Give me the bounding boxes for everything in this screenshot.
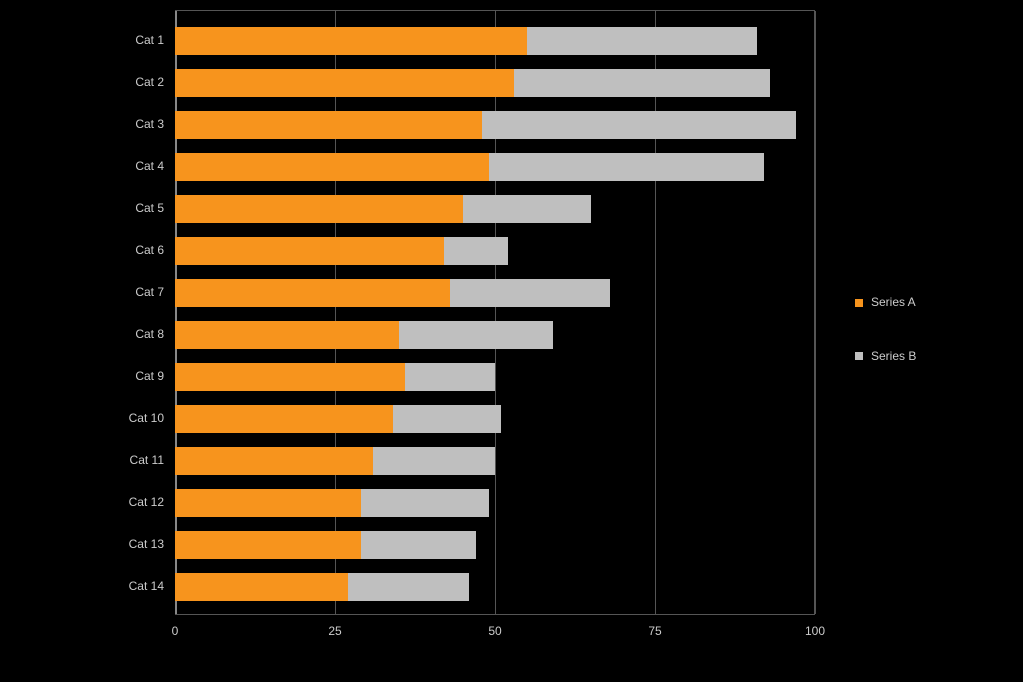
legend-item: Series A <box>855 295 1015 311</box>
bar-segment-series-b <box>405 363 495 391</box>
gridline <box>815 11 816 614</box>
bar-segment-series-b <box>399 321 553 349</box>
plot-area <box>175 10 815 615</box>
bar-segment-series-a <box>175 363 405 391</box>
y-tick-label: Cat 14 <box>4 579 164 593</box>
x-tick-label: 0 <box>172 624 179 638</box>
bar-segment-series-a <box>175 405 393 433</box>
gridline <box>655 11 656 614</box>
y-tick-label: Cat 13 <box>4 537 164 551</box>
y-tick-label: Cat 9 <box>4 369 164 383</box>
bar-segment-series-b <box>489 153 764 181</box>
bar-segment-series-a <box>175 111 482 139</box>
y-tick-label: Cat 1 <box>4 33 164 47</box>
bar-segment-series-b <box>361 489 489 517</box>
x-tick-label: 50 <box>488 624 501 638</box>
chart-container: 0255075100 Cat 1Cat 2Cat 3Cat 4Cat 5Cat … <box>0 0 1023 682</box>
legend-label: Series B <box>871 349 916 365</box>
x-axis: 0255075100 <box>175 620 815 660</box>
y-tick-label: Cat 12 <box>4 495 164 509</box>
x-tick-label: 75 <box>648 624 661 638</box>
y-axis-baseline <box>175 11 177 614</box>
y-tick-label: Cat 7 <box>4 285 164 299</box>
y-tick-label: Cat 10 <box>4 411 164 425</box>
gridline <box>495 11 496 614</box>
bar-segment-series-b <box>348 573 470 601</box>
y-tick-label: Cat 8 <box>4 327 164 341</box>
y-tick-label: Cat 5 <box>4 201 164 215</box>
bar-segment-series-a <box>175 447 373 475</box>
bar-segment-series-b <box>514 69 770 97</box>
bar-segment-series-b <box>373 447 495 475</box>
bar-segment-series-a <box>175 27 527 55</box>
bar-segment-series-a <box>175 195 463 223</box>
bar-segment-series-a <box>175 321 399 349</box>
y-tick-label: Cat 4 <box>4 159 164 173</box>
legend-swatch <box>855 352 863 360</box>
legend-swatch <box>855 299 863 307</box>
bar-segment-series-a <box>175 489 361 517</box>
bar-segment-series-b <box>393 405 502 433</box>
gridline <box>335 11 336 614</box>
y-tick-label: Cat 11 <box>4 453 164 467</box>
bar-segment-series-b <box>444 237 508 265</box>
bar-segment-series-a <box>175 279 450 307</box>
y-axis: Cat 1 Cat 2 Cat 3 Cat 4 Cat 5 Cat 6 Cat 7 Cat 8… <box>0 10 170 615</box>
y-tick-label: Cat 6 <box>4 243 164 257</box>
y-tick-label: Cat 3 <box>4 117 164 131</box>
bar-segment-series-a <box>175 69 514 97</box>
x-tick-label: 100 <box>805 624 825 638</box>
legend-label: Series A <box>871 295 916 311</box>
y-tick-label: Cat 2 <box>4 75 164 89</box>
bar-segment-series-b <box>450 279 610 307</box>
bar-segment-series-a <box>175 237 444 265</box>
bar-segment-series-b <box>361 531 476 559</box>
x-tick-label: 25 <box>328 624 341 638</box>
bar-segment-series-b <box>463 195 591 223</box>
bar-segment-series-a <box>175 573 348 601</box>
bar-segment-series-a <box>175 153 489 181</box>
bar-segment-series-b <box>527 27 757 55</box>
legend-item: Series B <box>855 349 1015 365</box>
bar-segment-series-a <box>175 531 361 559</box>
bar-segment-series-b <box>482 111 796 139</box>
legend: Series A Series B <box>855 295 1015 402</box>
